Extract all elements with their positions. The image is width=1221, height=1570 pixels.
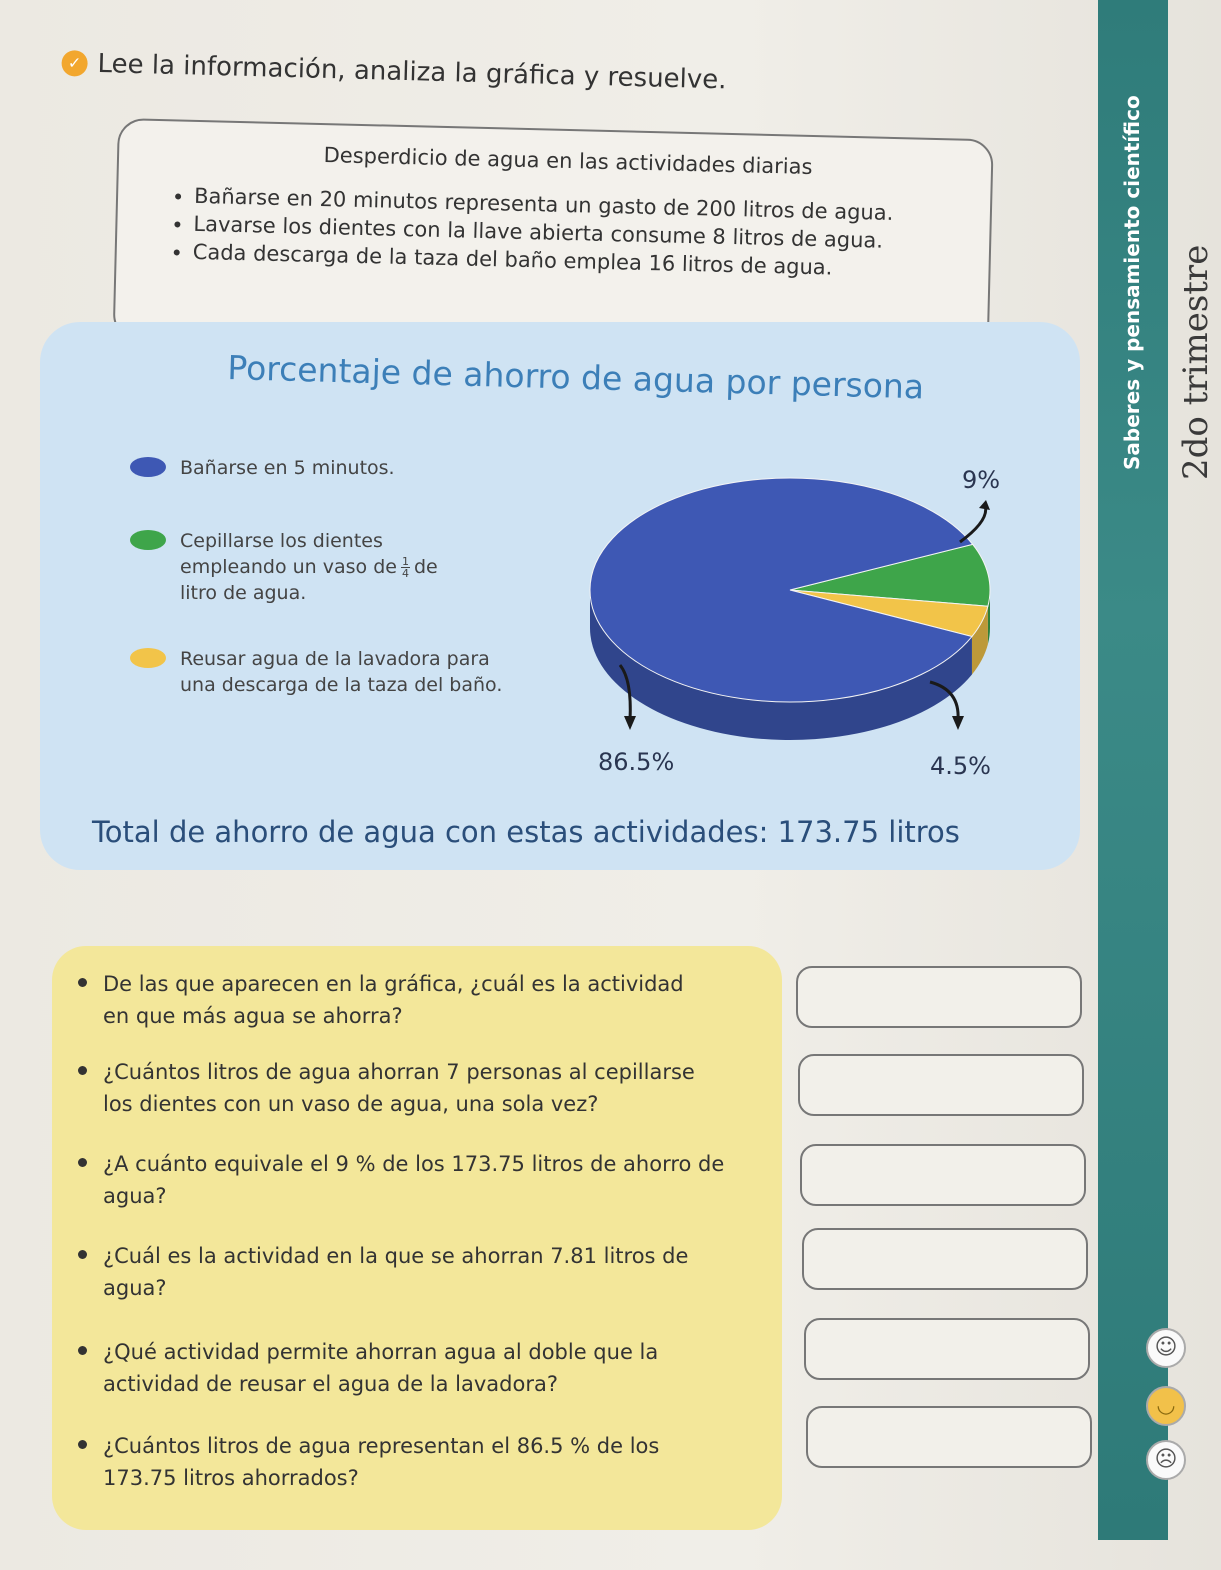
pie-sides <box>590 590 990 740</box>
question-4: ¿Cuál es la actividad en la que se ahorr… <box>78 1240 688 1304</box>
question-1: De las que aparecen en la gráfica, ¿cuál… <box>78 968 684 1032</box>
pie-arrows <box>618 500 990 730</box>
sad-face-icon[interactable]: ☹ <box>1146 1440 1186 1480</box>
bullet-icon <box>78 1066 87 1075</box>
pie-slice <box>789 543 991 607</box>
fraction-numerator: 1 <box>400 555 410 568</box>
legend-label: Reusar agua de la lavadora para una desc… <box>180 646 502 698</box>
answer-box-4[interactable] <box>802 1228 1088 1290</box>
total-savings: Total de ahorro de agua con estas activi… <box>92 815 960 849</box>
info-title: Desperdicio de agua en las actividades d… <box>323 143 813 179</box>
answer-box-3[interactable] <box>800 1144 1086 1206</box>
legend-item-bath: Bañarse en 5 minutos. <box>130 455 395 481</box>
question-text: ¿Cuántos litros de agua ahorran 7 person… <box>103 1056 695 1120</box>
pie-label-blue: 86.5% <box>598 748 675 776</box>
question-line: actividad de reusar el agua de la lavado… <box>103 1372 559 1396</box>
legend-line-part: empleando un vaso de <box>180 556 397 578</box>
questions-panel <box>52 946 782 1530</box>
pie-tops <box>589 477 991 703</box>
handwritten-note: 2do trimestre <box>1176 244 1216 480</box>
answer-box-2[interactable] <box>798 1054 1084 1116</box>
arrowhead <box>624 716 636 730</box>
legend-swatch-green <box>130 530 166 550</box>
legend-item-teeth: Cepillarse los dientes empleando un vaso… <box>130 528 438 606</box>
question-text: ¿A cuánto equivale el 9 % de los 173.75 … <box>103 1148 724 1212</box>
legend-line: Cepillarse los dientes <box>180 530 383 552</box>
bullet-icon <box>78 978 87 987</box>
question-text: ¿Cuántos litros de agua representan el 8… <box>103 1430 659 1494</box>
arrowhead <box>952 716 964 730</box>
happy-face-icon[interactable]: ☺ <box>1146 1328 1186 1368</box>
question-line: ¿A cuánto equivale el 9 % de los 173.75 … <box>103 1152 725 1176</box>
arrowhead <box>979 500 990 510</box>
question-2: ¿Cuántos litros de agua ahorran 7 person… <box>78 1056 695 1120</box>
question-line: 173.75 litros ahorrados? <box>103 1466 359 1490</box>
legend-swatch-yellow <box>130 648 166 668</box>
pie-chart <box>589 477 991 740</box>
answer-box-5[interactable] <box>804 1318 1090 1380</box>
question-line: agua? <box>103 1184 167 1208</box>
question-line: ¿Qué actividad permite ahorran agua al d… <box>103 1340 659 1364</box>
answer-box-6[interactable] <box>806 1406 1092 1468</box>
question-text: De las que aparecen en la gráfica, ¿cuál… <box>103 968 684 1032</box>
legend-label: Cepillarse los dientes empleando un vaso… <box>180 528 438 606</box>
question-line: ¿Cuántos litros de agua ahorran 7 person… <box>103 1060 695 1084</box>
legend-line: litro de agua. <box>180 582 307 604</box>
arrow-yellow-label <box>929 680 960 721</box>
question-line: ¿Cuántos litros de agua representan el 8… <box>103 1434 660 1458</box>
neutral-face-icon[interactable]: ◡ <box>1146 1386 1186 1426</box>
question-6: ¿Cuántos litros de agua representan el 8… <box>78 1430 659 1494</box>
side-strip <box>1098 0 1168 1540</box>
check-icon: ✓ <box>61 49 88 77</box>
question-3: ¿A cuánto equivale el 9 % de los 173.75 … <box>78 1148 724 1212</box>
question-text: ¿Cuál es la actividad en la que se ahorr… <box>103 1240 688 1304</box>
legend-item-reuse: Reusar agua de la lavadora para una desc… <box>130 646 502 698</box>
bullet-icon <box>78 1250 87 1259</box>
legend-line: Reusar agua de la lavadora para <box>180 648 490 670</box>
question-line: en que más agua se ahorra? <box>103 1004 403 1028</box>
pie-label-yellow: 4.5% <box>930 752 991 780</box>
question-text: ¿Qué actividad permite ahorran agua al d… <box>103 1336 658 1400</box>
side-label: Saberes y pensamiento científico <box>1120 95 1144 470</box>
legend-line-part: de <box>413 556 438 578</box>
bullet-icon <box>78 1346 87 1355</box>
pie-slice-side <box>590 590 972 740</box>
legend-label: Bañarse en 5 minutos. <box>180 457 395 479</box>
question-5: ¿Qué actividad permite ahorran agua al d… <box>78 1336 658 1400</box>
pie-slice-side <box>987 590 990 645</box>
legend-line: una descarga de la taza del baño. <box>180 674 503 696</box>
question-line: agua? <box>103 1276 167 1300</box>
pie-slice <box>589 477 974 703</box>
question-line: De las que aparecen en la gráfica, ¿cuál… <box>103 972 684 996</box>
legend-swatch-blue <box>130 457 166 477</box>
fraction-denominator: 4 <box>401 567 409 580</box>
pie-slice-side <box>971 606 988 675</box>
question-line: ¿Cuál es la actividad en la que se ahorr… <box>103 1244 689 1268</box>
question-line: los dientes con un vaso de agua, una sol… <box>103 1092 599 1116</box>
bullet-icon <box>78 1440 87 1449</box>
arrow-blue-label <box>618 664 632 721</box>
legend-line: empleando un vaso de 1 4 de <box>180 554 438 580</box>
answer-box-1[interactable] <box>796 966 1082 1028</box>
bullet-icon <box>78 1158 87 1167</box>
pie-label-green: 9% <box>962 466 1001 494</box>
info-list: Bañarse en 20 minutos representa un gast… <box>172 181 960 284</box>
